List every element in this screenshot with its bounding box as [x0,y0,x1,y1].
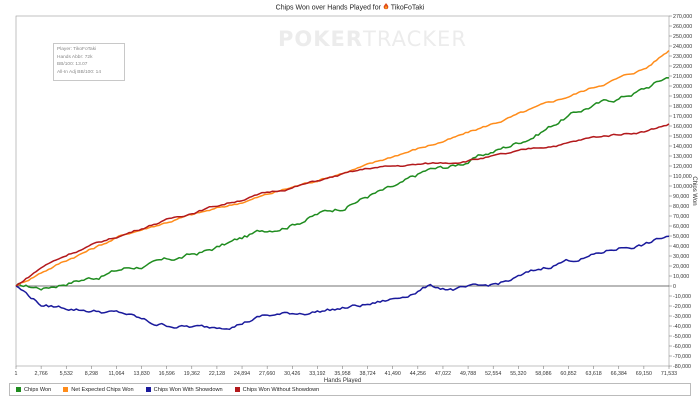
x-tick-label: 49,788 [460,371,476,377]
y-tick-label: -60,000 [673,344,691,350]
x-tick-label: 41,490 [385,371,401,377]
y-tick-label: 150,000 [673,134,692,140]
series-line-chips-won [15,76,670,291]
y-tick-label: 250,000 [673,34,692,40]
y-tick-label: 200,000 [673,84,692,90]
y-tick-label: 220,000 [673,64,692,70]
y-tick-label: 230,000 [673,54,692,60]
x-tick-label: 22,128 [209,371,225,377]
y-tick-label: 100,000 [673,184,692,190]
x-tick-label: 69,150 [636,371,652,377]
y-tick-label: 260,000 [673,24,692,30]
x-tick-label: 38,724 [360,371,376,377]
chart-title: Chips Won over Hands Played for TikoFoTa… [0,3,700,12]
y-tick-label: 40,000 [673,244,689,250]
y-tick-label: -30,000 [673,314,691,320]
x-tick-label: 66,384 [611,371,627,377]
y-tick-label: -70,000 [673,354,691,360]
x-tick-label: 2,766 [34,371,47,377]
x-tick-label: 58,086 [535,371,551,377]
x-tick-label: 11,064 [109,371,125,377]
x-tick-label: 52,554 [485,371,501,377]
y-tick-label: 10,000 [673,274,689,280]
x-tick-label: 1 [15,371,18,377]
x-tick-label: 30,426 [284,371,300,377]
y-tick-label: 80,000 [673,204,689,210]
x-tick-label: 24,894 [234,371,250,377]
y-tick-label: 120,000 [673,164,692,170]
chart-player-name: TikoFoTaki [390,4,425,12]
legend-item-no-showdown[interactable]: Chips Won Without Showdown [234,387,319,393]
infobox-bb100: BB/100: 13.07 [57,62,88,68]
series-line-net-expected-chips-won [15,49,670,287]
y-tick-label: 180,000 [673,104,692,110]
y-tick-label: 70,000 [673,214,689,220]
y-tick-label: 270,000 [673,14,692,20]
legend-swatch [63,387,69,392]
y-tick-label: -20,000 [673,304,691,310]
x-tick-label: 35,958 [334,371,350,377]
x-tick-label: 8,298 [85,371,98,377]
chart-legend: Chips Won Net Expected Chips Won Chips W… [9,383,691,396]
y-tick-label: 210,000 [673,74,692,80]
legend-swatch [16,387,21,392]
x-tick-label: 19,362 [184,371,200,377]
x-tick-label: 27,660 [259,371,275,377]
y-tick-label: 90,000 [673,194,689,200]
y-tick-label: 140,000 [673,144,692,150]
series-line-chips-won-without-showdown [15,123,670,287]
x-tick-label: 13,830 [133,371,149,377]
x-tick-label: 63,618 [586,371,602,377]
legend-swatch [234,387,240,392]
x-axis-label: Hands Played [324,378,361,384]
y-tick-label: 50,000 [673,234,689,240]
series-line-chips-won-with-showdown [15,235,670,331]
legend-item-chips-won[interactable]: Chips Won [16,387,51,393]
x-tick-label: 55,320 [510,371,526,377]
x-tick-label: 44,256 [410,371,426,377]
x-tick-label: 33,192 [309,371,325,377]
legend-item-showdown[interactable]: Chips Won With Showdown [145,387,223,393]
x-tick-label: 47,022 [435,371,451,377]
x-tick-label: 16,596 [159,371,175,377]
y-tick-label: -10,000 [673,294,691,300]
y-tick-label: 130,000 [673,154,692,160]
x-tick-label: 5,532 [60,371,73,377]
pokertracker-watermark: POKERTRACKER [278,27,467,51]
y-tick-label: 20,000 [673,264,689,270]
x-tick-label: 60,852 [560,371,576,377]
legend-swatch [145,387,151,392]
infobox-hands: Hands Abbr: 72k [57,54,93,60]
infobox-allin: All-In Adj BB/100: 14 [57,70,101,76]
y-tick-label: 0 [673,284,676,290]
y-tick-label: -80,000 [673,364,691,370]
y-tick-label: 240,000 [673,44,692,50]
legend-item-expected[interactable]: Net Expected Chips Won [63,387,134,393]
y-tick-label: -50,000 [673,334,691,340]
y-tick-label: -40,000 [673,324,691,330]
y-axis-label: Chips Won [691,176,697,205]
chart-title-text: Chips Won over Hands Played for [275,4,381,12]
x-tick-label: 71,533 [661,371,677,377]
y-tick-label: 170,000 [673,114,692,120]
infobox-player: Player: TikoFoTaki [57,47,97,52]
y-tick-label: 190,000 [673,94,692,100]
y-tick-label: 160,000 [673,124,692,130]
y-tick-label: 60,000 [673,224,689,230]
flame-icon [383,3,389,12]
y-tick-label: 30,000 [673,254,689,260]
y-tick-label: 110,000 [673,174,692,180]
stats-infobox: Player: TikoFoTaki Hands Abbr: 72k BB/10… [53,43,125,81]
